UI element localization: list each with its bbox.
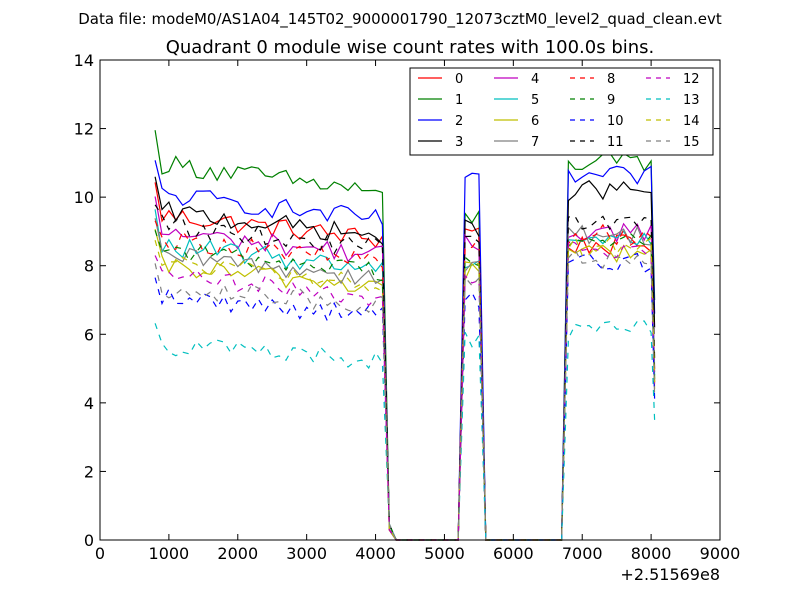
y-tick-label: 8 bbox=[84, 257, 94, 276]
legend-label-14: 14 bbox=[683, 114, 700, 129]
series-line-13 bbox=[154, 320, 656, 541]
legend-label-8: 8 bbox=[607, 72, 615, 87]
ticks-layer: 0 1000 2000 3000 4000 5000 6000 7000 8000 9000 0 2 4… bbox=[74, 51, 741, 563]
legend-label-12: 12 bbox=[683, 72, 700, 87]
y-tick-label: 12 bbox=[74, 120, 94, 139]
y-tick-label: 2 bbox=[84, 462, 94, 481]
x-offset-label: +2.51569e8 bbox=[620, 565, 720, 584]
series-line-6 bbox=[154, 229, 656, 541]
legend-label-3: 3 bbox=[455, 135, 463, 150]
series-line-4 bbox=[154, 196, 656, 541]
axes-frame bbox=[99, 59, 721, 541]
y-tick-label: 0 bbox=[84, 531, 94, 550]
x-tick-label: 5000 bbox=[424, 544, 465, 563]
x-tick-label: 6000 bbox=[493, 544, 534, 563]
series-line-3 bbox=[154, 176, 656, 541]
y-tick-label: 10 bbox=[74, 188, 94, 207]
legend-label-4: 4 bbox=[531, 72, 539, 87]
legend-label-10: 10 bbox=[607, 114, 624, 129]
legend-label-11: 11 bbox=[607, 135, 624, 150]
y-tick-label: 6 bbox=[84, 325, 94, 344]
x-tick-label: 4000 bbox=[355, 544, 396, 563]
x-tick-label: 0 bbox=[95, 544, 105, 563]
legend-label-6: 6 bbox=[531, 114, 539, 129]
series-line-8 bbox=[154, 220, 656, 541]
figure-suptitle: Data file: modeM0/AS1A04_145T02_90000017… bbox=[78, 10, 722, 29]
x-tick-label: 9000 bbox=[700, 544, 741, 563]
series-line-1 bbox=[154, 130, 656, 541]
series-line-7 bbox=[154, 218, 656, 541]
series-line-15 bbox=[154, 249, 656, 541]
series-line-11 bbox=[154, 204, 656, 541]
y-tick-label: 14 bbox=[74, 51, 94, 70]
series-line-12 bbox=[154, 239, 656, 541]
chart-title: Quadrant 0 module wise count rates with … bbox=[166, 37, 655, 58]
y-tick-label: 4 bbox=[84, 394, 94, 413]
legend-label-7: 7 bbox=[531, 135, 539, 150]
x-tick-label: 7000 bbox=[562, 544, 603, 563]
legend-label-9: 9 bbox=[607, 93, 615, 108]
x-tick-label: 1000 bbox=[149, 544, 190, 563]
series-line-0 bbox=[154, 182, 656, 541]
legend-label-2: 2 bbox=[455, 114, 463, 129]
x-tick-label: 2000 bbox=[217, 544, 258, 563]
legend-label-1: 1 bbox=[455, 93, 463, 108]
legend-box bbox=[409, 67, 714, 156]
series-layer bbox=[154, 130, 656, 541]
series-line-2 bbox=[154, 160, 656, 541]
legend-label-15: 15 bbox=[683, 135, 700, 150]
legend-label-0: 0 bbox=[455, 72, 463, 87]
legend-label-5: 5 bbox=[531, 93, 539, 108]
series-line-5 bbox=[154, 209, 656, 541]
x-tick-label: 8000 bbox=[631, 544, 672, 563]
x-tick-label: 3000 bbox=[286, 544, 327, 563]
legend-label-13: 13 bbox=[683, 93, 700, 108]
